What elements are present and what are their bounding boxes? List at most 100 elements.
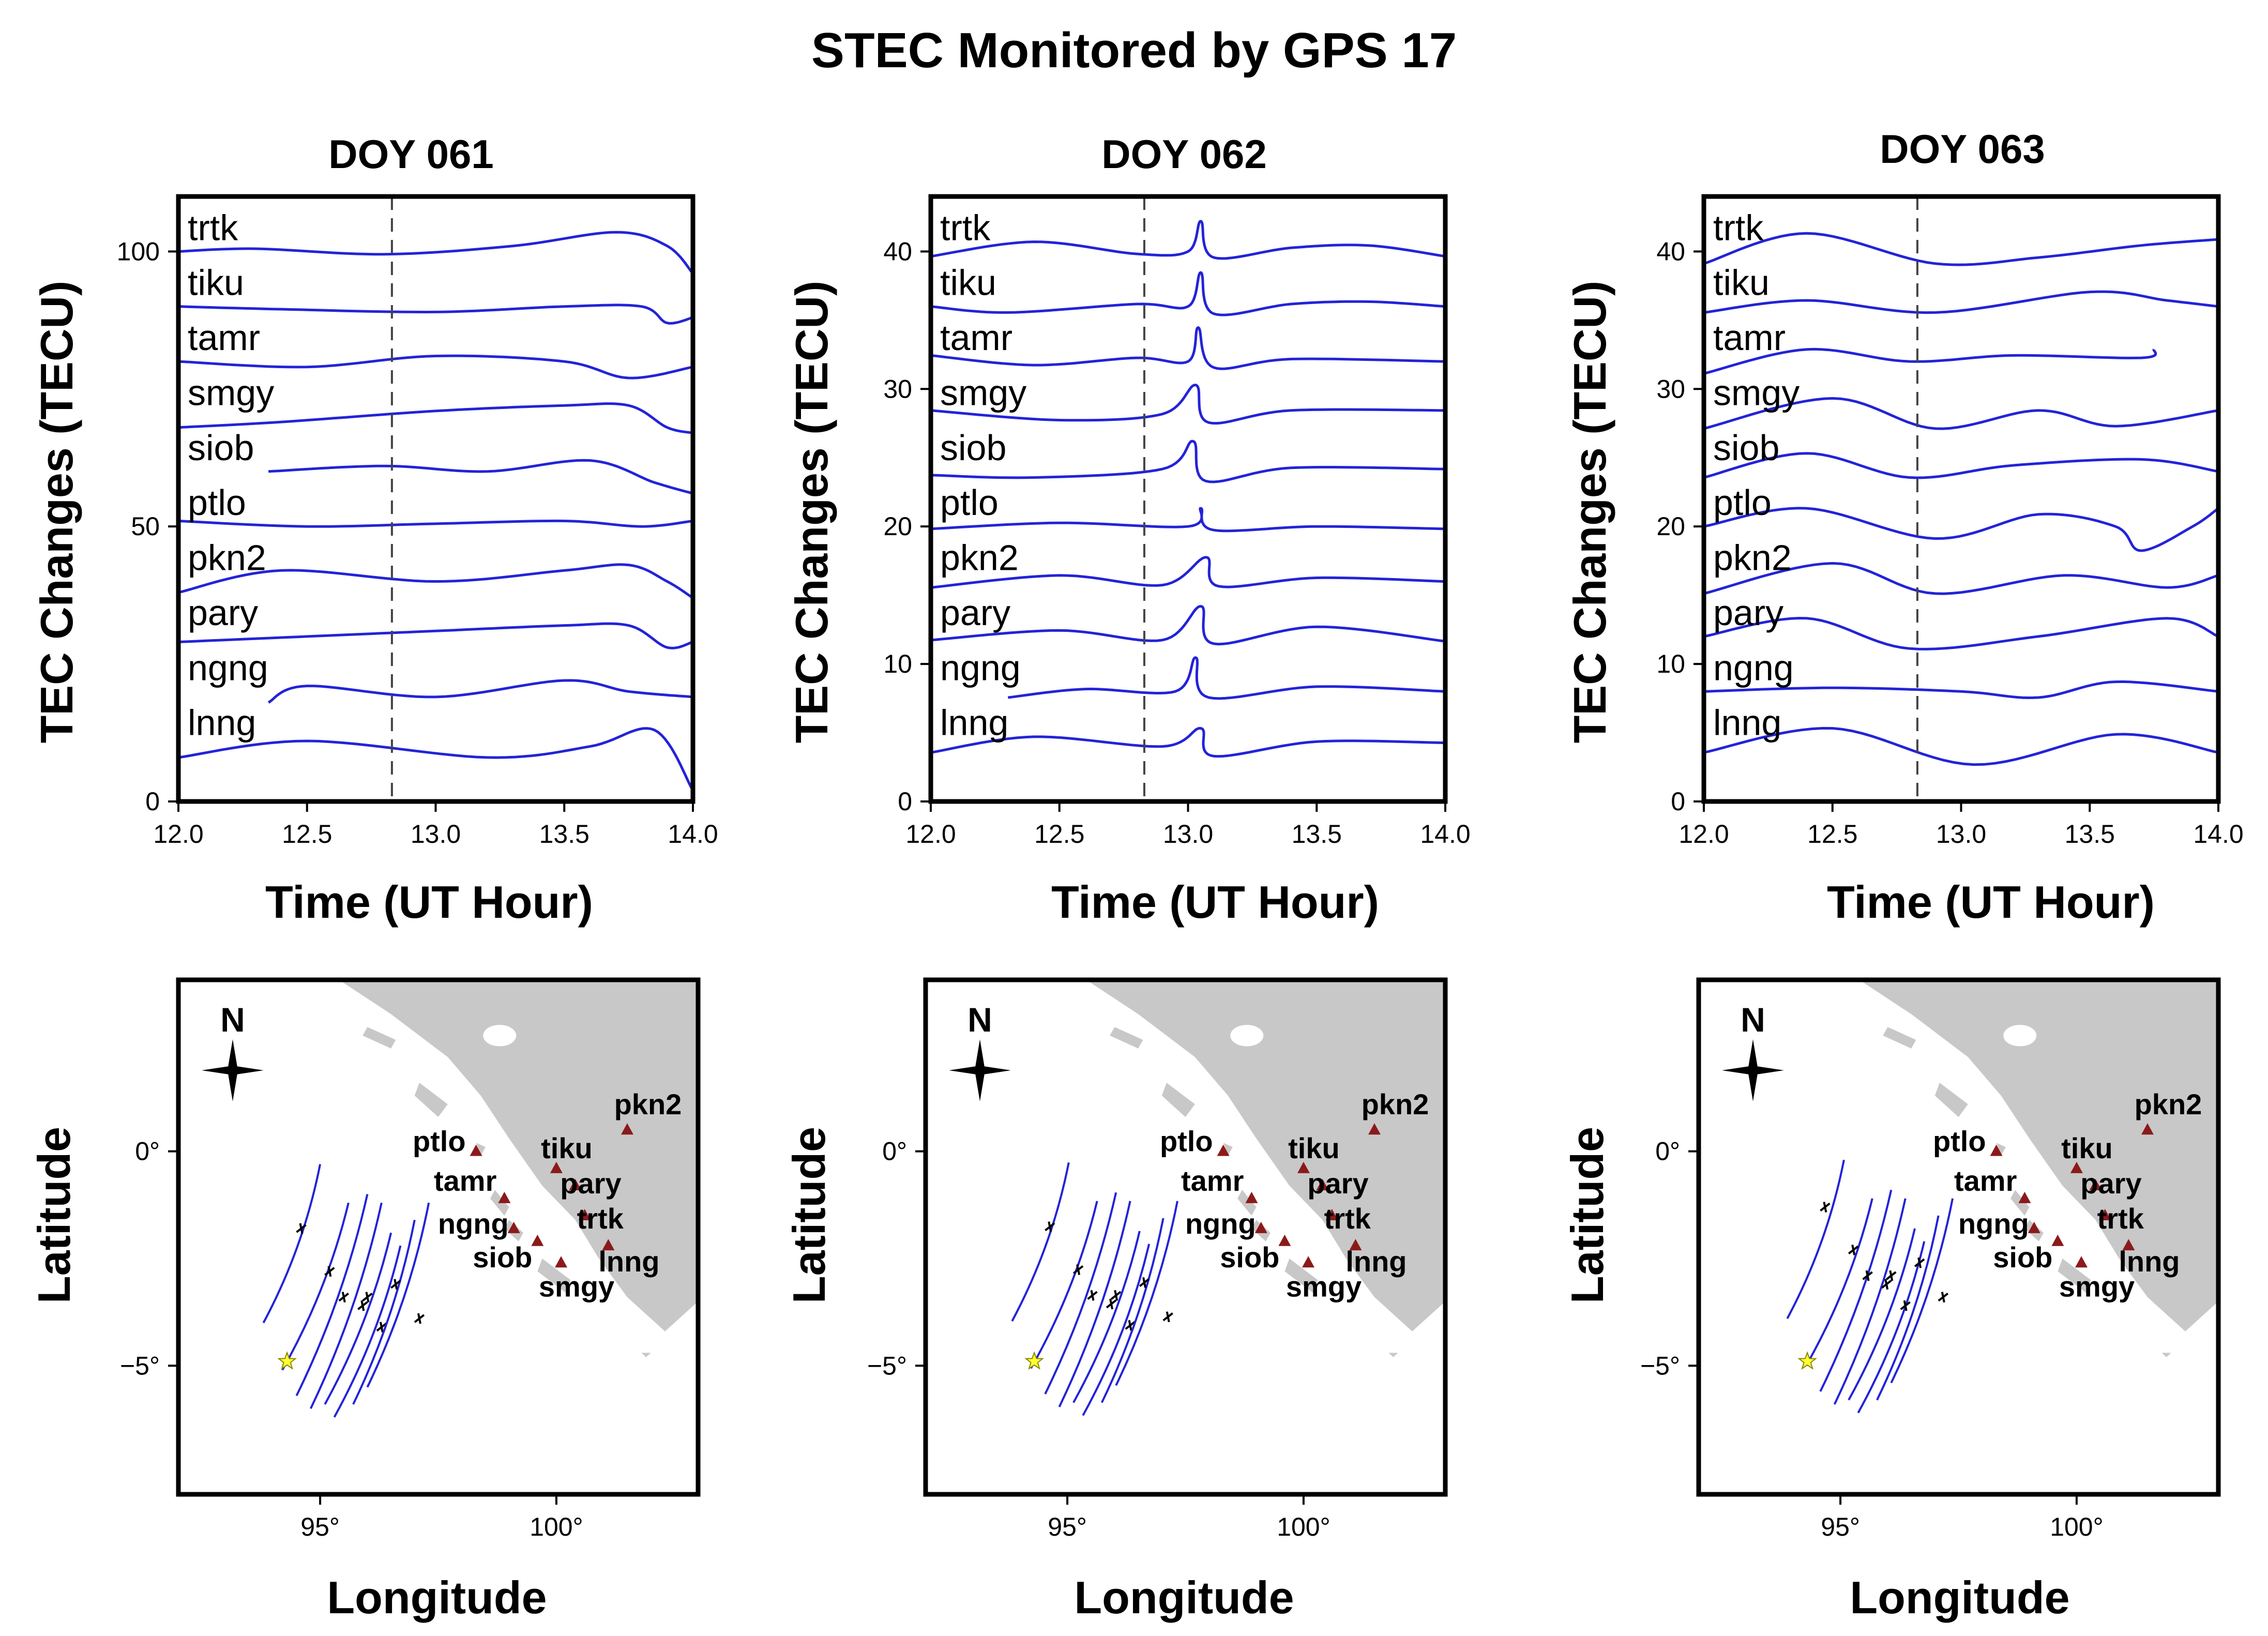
trace-ptlo <box>930 507 1446 533</box>
station-label-smgy: smgy <box>539 1270 614 1302</box>
trace-ngng <box>267 679 693 704</box>
station-label-siob: siob <box>473 1241 532 1274</box>
track-marker <box>296 1223 307 1234</box>
trace-siob <box>268 459 693 495</box>
land-island <box>2058 1259 2091 1293</box>
track-marker <box>1072 1264 1084 1275</box>
station-label-tiku: tiku <box>2061 1132 2113 1164</box>
station-marker-ptlo <box>1990 1144 2003 1156</box>
trace-tamr <box>930 326 1446 370</box>
trace-label-tiku: tiku <box>940 263 996 303</box>
y-axis-label: Latitude <box>28 1127 80 1304</box>
satellite-track <box>1805 1198 1873 1367</box>
trace-pkn2 <box>178 563 694 599</box>
trace-siob <box>1703 452 2219 479</box>
x-tick-label: 14.0 <box>1420 820 1470 849</box>
y-tick-label: −5° <box>120 1351 160 1380</box>
y-tick-label: 100 <box>117 237 160 266</box>
track-marker <box>414 1313 425 1324</box>
track-marker <box>1045 1221 1055 1232</box>
trace-label-siob: siob <box>1713 428 1779 468</box>
trace-label-pkn2: pkn2 <box>1713 538 1792 578</box>
trace-label-pary: pary <box>940 593 1010 633</box>
track-marker <box>338 1292 350 1302</box>
station-marker-tiku <box>2070 1161 2083 1173</box>
stec-panel-doy061: DOY 061 TEC Changes (TECU) Time (UT Hour… <box>31 131 718 928</box>
station-marker-tamr <box>498 1191 511 1203</box>
x-tick-label: 12.0 <box>1679 820 1729 849</box>
station-label-trtk: trtk <box>2097 1202 2144 1235</box>
x-tick-label: 13.0 <box>1163 820 1213 849</box>
stec-panel-doy062: DOY 062 TEC Changes (TECU) Time (UT Hour… <box>786 131 1471 928</box>
x-tick-label: 14.0 <box>2193 820 2243 849</box>
station-marker-pkn2 <box>2141 1123 2154 1135</box>
station-marker-pkn2 <box>1368 1123 1381 1135</box>
y-tick-label: 10 <box>883 649 912 678</box>
trace-ngng <box>1008 656 1446 700</box>
lake <box>2003 1025 2037 1047</box>
station-label-smgy: smgy <box>1286 1270 1362 1302</box>
station-marker-trtk <box>578 1209 591 1221</box>
satellite-track <box>1058 1201 1131 1407</box>
trace-label-tamr: tamr <box>940 317 1012 358</box>
y-tick-label: −5° <box>1640 1351 1680 1380</box>
station-label-trtk: trtk <box>577 1202 624 1235</box>
station-label-pkn2: pkn2 <box>614 1088 682 1120</box>
station-marker-pary <box>569 1179 582 1190</box>
station-label-lnng: lnng <box>1345 1245 1407 1278</box>
trace-pary <box>930 604 1446 646</box>
panel-title: DOY 063 <box>1880 126 2045 172</box>
trace-smgy <box>178 402 693 434</box>
station-marker-ptlo <box>1217 1144 1230 1156</box>
station-label-lnng: lnng <box>598 1245 659 1278</box>
trace-pary <box>1703 616 2219 650</box>
station-label-tamr: tamr <box>434 1164 496 1197</box>
station-marker-smgy <box>1302 1256 1315 1268</box>
trace-label-pkn2: pkn2 <box>188 538 266 578</box>
track-marker <box>1139 1277 1150 1288</box>
trace-label-tamr: tamr <box>1713 317 1786 358</box>
trace-tiku <box>178 304 693 325</box>
track-marker <box>376 1322 387 1333</box>
map-frame <box>176 977 701 1497</box>
x-axis-label: Longitude <box>1074 1572 1294 1623</box>
satellite-track <box>1115 1201 1178 1386</box>
satellite-track <box>295 1194 369 1397</box>
station-marker-lnng <box>1349 1239 1362 1251</box>
station-label-siob: siob <box>1220 1241 1279 1274</box>
lake <box>483 1025 517 1047</box>
station-label-pkn2: pkn2 <box>1362 1088 1429 1120</box>
track-marker <box>1862 1270 1873 1281</box>
station-marker-tamr <box>1245 1191 1258 1203</box>
station-label-tiku: tiku <box>541 1132 593 1164</box>
x-tick-label: 14.0 <box>668 820 718 849</box>
track-marker <box>1106 1298 1117 1310</box>
x-tick-label: 100° <box>2050 1512 2103 1541</box>
satellite-track <box>1044 1192 1117 1395</box>
trace-label-trtk: trtk <box>188 207 238 248</box>
y-tick-label: 20 <box>1656 512 1685 541</box>
satellite-track <box>366 1202 430 1388</box>
station-label-lnng: lnng <box>2119 1245 2180 1278</box>
trace-ptlo <box>1703 507 2219 552</box>
track-marker <box>1900 1300 1911 1311</box>
trace-tiku <box>930 271 1446 316</box>
trace-tamr <box>178 354 693 380</box>
station-marker-tamr <box>2018 1191 2031 1203</box>
y-tick-label: 0° <box>135 1137 160 1166</box>
track-marker <box>1820 1202 1831 1213</box>
station-label-siob: siob <box>1993 1241 2052 1274</box>
x-tick-label: 12.5 <box>1034 820 1084 849</box>
map-frame <box>923 977 1448 1497</box>
station-label-tiku: tiku <box>1288 1132 1340 1164</box>
satellite-track <box>1786 1159 1845 1319</box>
land-island <box>1223 1143 1233 1156</box>
track-marker <box>1125 1320 1136 1331</box>
trace-lnng <box>1703 726 2219 766</box>
trace-label-smgy: smgy <box>188 372 274 413</box>
station-marker-smgy <box>2075 1256 2088 1268</box>
station-label-ngng: ngng <box>438 1207 509 1240</box>
x-tick-label: 12.5 <box>282 820 332 849</box>
